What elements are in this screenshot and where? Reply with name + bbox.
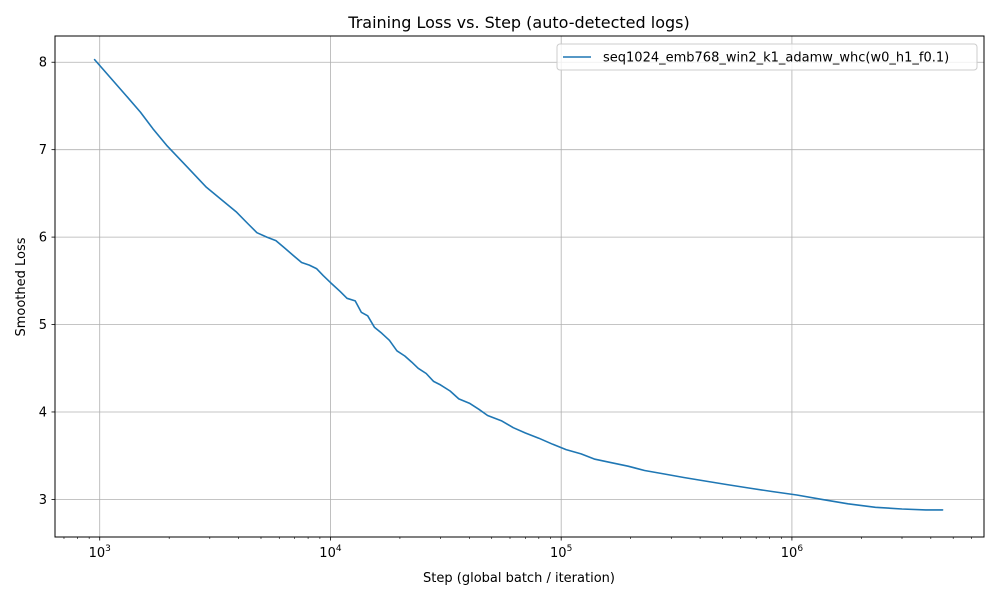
- x-tick-label: 104: [319, 544, 342, 561]
- x-axis-label: Step (global batch / iteration): [423, 571, 615, 586]
- chart-title: Training Loss vs. Step (auto-detected lo…: [347, 13, 689, 32]
- y-tick-label: 6: [39, 231, 47, 246]
- y-tick-label: 5: [39, 318, 47, 333]
- y-tick-label: 8: [39, 56, 47, 71]
- y-tick-label: 7: [39, 143, 47, 158]
- x-axis-ticks: 103 104 105 106: [63, 537, 972, 561]
- grid-lines: [55, 36, 984, 537]
- series-layer: [93, 58, 944, 511]
- y-axis-ticks: 3 4 5 6 7 8: [39, 56, 55, 508]
- y-tick-label: 4: [39, 405, 47, 420]
- legend-box: [556, 43, 978, 71]
- series-line-0: [93, 58, 944, 511]
- x-tick-label: 103: [89, 544, 111, 561]
- legend: seq1024_emb768_win2_k1_adamw_whc(w0_h1_f…: [556, 43, 978, 71]
- y-tick-label: 3: [39, 493, 47, 508]
- plot-frame: [54, 35, 985, 538]
- legend-entry-label: seq1024_emb768_win2_k1_adamw_whc(w0_h1_f…: [603, 51, 949, 66]
- y-axis-label: Smoothed Loss: [14, 237, 29, 336]
- x-tick-label: 105: [550, 544, 572, 561]
- x-tick-label: 106: [781, 544, 804, 561]
